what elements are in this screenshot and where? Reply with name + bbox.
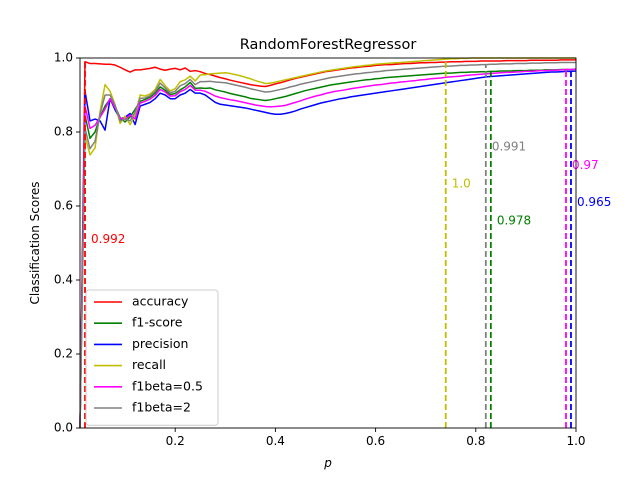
legend-label-accuracy: accuracy <box>132 294 189 309</box>
legend-label-f1beta-0-5: f1beta=0.5 <box>132 378 203 393</box>
x-tick-label-1: 0.4 <box>266 434 285 448</box>
x-tick-label-4: 1.0 <box>566 434 585 448</box>
y-tick-label-1: 0.2 <box>54 347 73 361</box>
legend-label-f1-score: f1-score <box>132 315 183 330</box>
optimal-marker-label-5: 0.991 <box>492 139 526 153</box>
legend-label-precision: precision <box>132 336 188 351</box>
series-line-f1beta-2 <box>79 61 576 429</box>
series-line-precision <box>79 70 577 429</box>
legend-label-f1beta-2: f1beta=2 <box>132 400 191 415</box>
y-tick-label-0: 0.0 <box>54 421 73 435</box>
legend-label-recall: recall <box>132 357 166 372</box>
y-tick-label-4: 0.8 <box>54 125 73 139</box>
chart-title: RandomForestRegressor <box>240 37 417 53</box>
optimal-marker-label-0: 0.992 <box>91 232 125 246</box>
x-tick-label-3: 0.8 <box>466 434 485 448</box>
y-tick-label-2: 0.4 <box>54 273 73 287</box>
axes-frame <box>79 57 577 429</box>
y-tick-label-3: 0.6 <box>54 199 73 213</box>
y-tick-label-5: 1.0 <box>54 51 73 65</box>
optimal-marker-label-2: 0.965 <box>577 195 611 209</box>
optimal-marker-label-1: 0.978 <box>497 213 531 227</box>
x-axis-label: p <box>323 456 332 470</box>
series-line-f1-score <box>79 68 577 429</box>
y-axis-label: Classification Scores <box>28 181 42 304</box>
series-line-f1beta-0-5 <box>79 68 577 429</box>
x-tick-label-0: 0.2 <box>166 434 185 448</box>
x-tick-label-2: 0.6 <box>366 434 385 448</box>
plot-area: 0.992 0.978 0.965 1.0 0.97 0.991 0.2 0.4 0.6 0.8 1… <box>54 51 611 449</box>
optimal-marker-label-4: 0.97 <box>572 158 599 172</box>
optimal-marker-label-3: 1.0 <box>452 176 471 190</box>
